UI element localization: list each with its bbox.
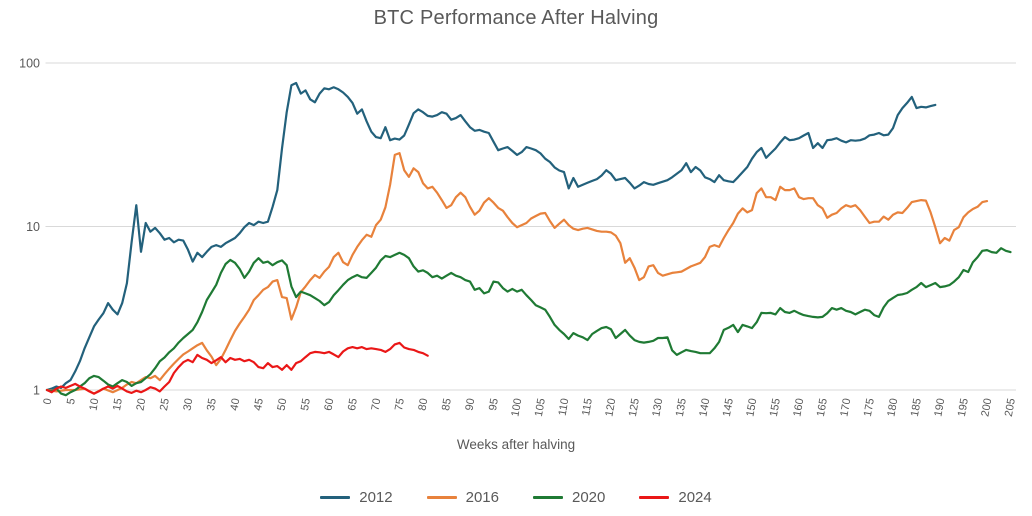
x-tick-label: 110 bbox=[557, 397, 572, 416]
x-tick-label: 180 bbox=[885, 397, 900, 417]
x-tick-label: 195 bbox=[956, 397, 971, 417]
x-tick-label: 140 bbox=[697, 397, 712, 417]
x-tick-label: 55 bbox=[299, 397, 313, 411]
x-tick-label: 30 bbox=[182, 397, 196, 411]
x-tick-label: 160 bbox=[791, 397, 806, 417]
y-axis-tick-labels: 1 10 100 bbox=[19, 57, 40, 398]
x-tick-label: 85 bbox=[440, 397, 454, 411]
x-tick-label: 155 bbox=[768, 397, 783, 417]
x-tick-label: 45 bbox=[252, 397, 266, 411]
x-tick-label: 130 bbox=[650, 397, 665, 417]
legend-label: 2024 bbox=[678, 489, 712, 506]
x-tick-label: 170 bbox=[838, 397, 853, 417]
legend-label: 2012 bbox=[359, 489, 393, 506]
x-tick-label: 175 bbox=[862, 397, 877, 417]
x-tick-label: 185 bbox=[909, 397, 924, 417]
x-tick-label: 80 bbox=[417, 397, 431, 411]
legend-item-2024: 2024 bbox=[639, 489, 712, 506]
legend-item-2020: 2020 bbox=[533, 489, 605, 506]
x-tick-label: 115 bbox=[580, 397, 595, 416]
x-tick-label: 25 bbox=[158, 397, 172, 411]
x-tick-label: 105 bbox=[533, 397, 548, 417]
x-tick-label: 5 bbox=[65, 397, 78, 405]
x-tick-label: 0 bbox=[42, 397, 55, 405]
x-tick-label: 65 bbox=[346, 397, 360, 411]
x-axis-title: Weeks after halving bbox=[456, 437, 576, 452]
series-line-2016 bbox=[45, 152, 989, 395]
gridlines bbox=[45, 62, 1016, 391]
legend-item-2016: 2016 bbox=[426, 489, 499, 506]
legend-label: 2016 bbox=[465, 489, 499, 506]
x-tick-label: 145 bbox=[721, 397, 736, 417]
x-tick-label: 150 bbox=[744, 397, 759, 417]
x-tick-label: 100 bbox=[509, 397, 524, 417]
legend-line-swatch bbox=[533, 495, 563, 500]
y-tick-label: 10 bbox=[26, 220, 40, 234]
x-tick-label: 165 bbox=[815, 397, 830, 417]
x-tick-label: 20 bbox=[135, 397, 149, 411]
legend-line-swatch bbox=[426, 495, 457, 500]
x-tick-label: 35 bbox=[205, 397, 219, 411]
x-tick-label: 10 bbox=[88, 397, 102, 411]
legend-label: 2020 bbox=[572, 489, 606, 506]
x-tick-label: 15 bbox=[111, 397, 125, 411]
x-tick-label: 70 bbox=[370, 397, 384, 411]
y-tick-label: 100 bbox=[19, 57, 40, 71]
legend: 2012 2016 2020 2024 bbox=[0, 489, 1032, 506]
x-tick-label: 40 bbox=[229, 397, 243, 411]
x-tick-label: 75 bbox=[393, 397, 407, 411]
x-tick-label: 120 bbox=[603, 397, 618, 417]
chart-title: BTC Performance After Halving bbox=[373, 7, 659, 29]
series-lines bbox=[45, 81, 1012, 397]
x-tick-label: 60 bbox=[323, 397, 337, 411]
legend-line-swatch bbox=[639, 495, 670, 500]
x-tick-label: 200 bbox=[979, 397, 994, 417]
x-axis-tick-labels: 0 5 10 15 20 25 30 35 40 45 50 55 60 65 70 75 80 85 90 95 10… bbox=[42, 397, 1018, 417]
y-tick-label: 1 bbox=[33, 384, 40, 398]
x-tick-label: 135 bbox=[674, 397, 689, 417]
legend-line-swatch bbox=[320, 495, 351, 500]
x-tick-label: 125 bbox=[627, 397, 642, 417]
series-line-2024 bbox=[45, 341, 429, 395]
x-tick-label: 95 bbox=[487, 397, 501, 411]
legend-item-2012: 2012 bbox=[320, 489, 393, 506]
x-tick-label: 205 bbox=[1003, 397, 1018, 417]
series-line-2020 bbox=[45, 247, 1012, 397]
x-tick-label: 90 bbox=[464, 397, 478, 411]
x-tick-label: 190 bbox=[932, 397, 947, 417]
x-tick-label: 50 bbox=[276, 397, 290, 411]
series-line-2012 bbox=[45, 81, 937, 392]
